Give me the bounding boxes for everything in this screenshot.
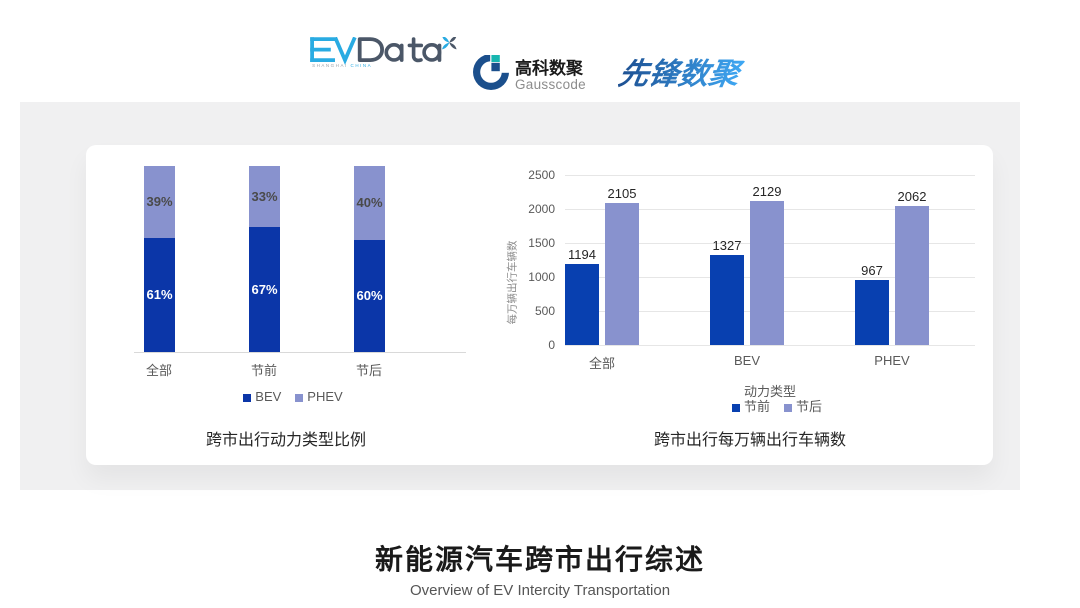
svg-text:Gausscode: Gausscode	[515, 77, 586, 92]
svg-text:先锋数聚: 先锋数聚	[618, 58, 746, 91]
svg-text:SHANGHAI CHINA: SHANGHAI CHINA	[312, 63, 372, 68]
svg-text:高科数聚: 高科数聚	[515, 58, 584, 78]
